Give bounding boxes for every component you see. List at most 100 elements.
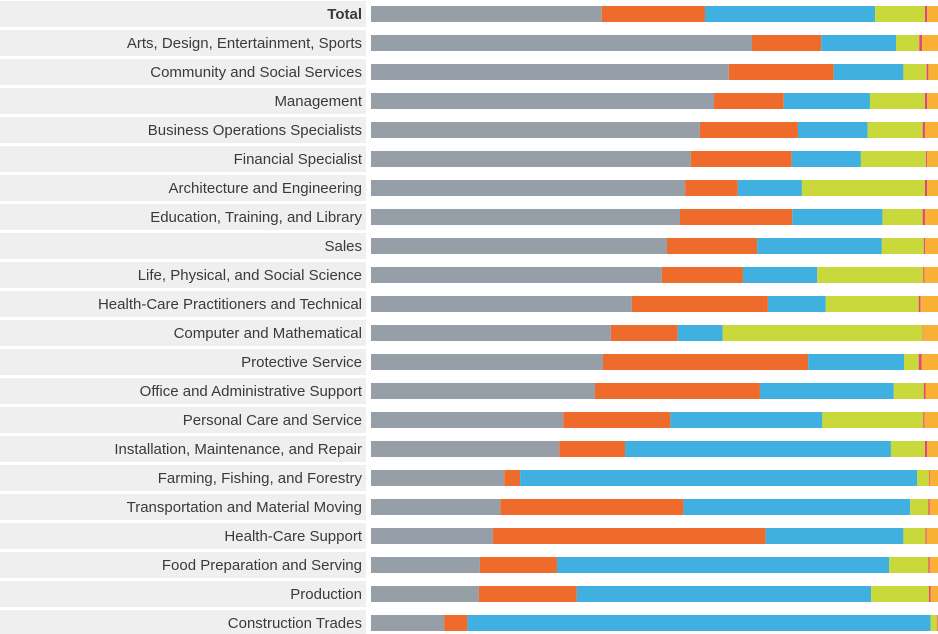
bar-segment — [825, 296, 919, 312]
category-label: Farming, Fishing, and Forestry — [158, 470, 363, 487]
label-band — [0, 59, 366, 85]
bar-segment — [500, 499, 684, 515]
bar-segment — [893, 383, 924, 399]
bar-segment — [680, 209, 793, 225]
label-band — [0, 262, 366, 288]
category-label: Protective Service — [241, 354, 362, 371]
bar-segment — [683, 499, 911, 515]
bar-segment — [821, 35, 897, 51]
bar-segment — [371, 615, 445, 631]
bar-segment — [752, 35, 822, 51]
bar-segment — [722, 325, 923, 341]
bar-segment — [922, 122, 925, 138]
category-label: Food Preparation and Serving — [162, 557, 362, 574]
bar-segment — [917, 470, 929, 486]
bar-segment — [882, 209, 923, 225]
bar-segment — [371, 325, 611, 341]
label-band — [0, 581, 366, 607]
bar-segment — [783, 93, 870, 109]
bar-segment — [371, 470, 505, 486]
label-band — [0, 407, 366, 433]
category-label: Personal Care and Service — [183, 412, 362, 429]
bar-segment — [922, 325, 924, 341]
bar-segment — [371, 180, 686, 196]
label-band — [0, 175, 366, 201]
bar-segment — [670, 412, 823, 428]
bar-segment — [922, 35, 938, 51]
bar-segment — [918, 354, 922, 370]
bar-segment — [923, 412, 925, 428]
bar-segment — [930, 586, 938, 602]
bar-segment — [924, 441, 928, 457]
bar-segment — [371, 528, 493, 544]
bar-segment — [867, 122, 923, 138]
bar-segment — [576, 586, 872, 602]
bar-segment — [371, 6, 602, 22]
bar-segment — [737, 180, 802, 196]
category-label: Installation, Maintenance, and Repair — [114, 441, 362, 458]
label-band — [0, 204, 366, 230]
category-label: Construction Trades — [228, 615, 362, 632]
bar-segment — [728, 64, 834, 80]
bar-segment — [371, 296, 632, 312]
bar-segment — [371, 64, 729, 80]
category-label: Architecture and Engineering — [169, 180, 362, 197]
bar-segment — [923, 383, 926, 399]
label-band — [0, 378, 366, 404]
bar-segment — [520, 470, 918, 486]
bar-segment — [924, 267, 938, 283]
label-band — [0, 291, 366, 317]
label-band — [0, 233, 366, 259]
bar-segment — [714, 93, 784, 109]
category-label: Financial Specialist — [234, 151, 363, 168]
bar-segment — [765, 528, 904, 544]
bar-segment — [924, 93, 928, 109]
bar-segment — [924, 209, 938, 225]
bar-segment — [602, 354, 809, 370]
bar-segment — [926, 151, 928, 167]
bar-segment — [759, 383, 894, 399]
bar-segment — [742, 267, 818, 283]
label-band — [0, 146, 366, 172]
category-label: Computer and Mathematical — [174, 325, 362, 342]
bar-segment — [371, 209, 681, 225]
bar-segment — [479, 557, 557, 573]
category-label: Education, Training, and Library — [150, 209, 362, 226]
bar-segment — [923, 267, 925, 283]
bar-segment — [927, 6, 938, 22]
bar-segment — [903, 354, 919, 370]
bar-segment — [924, 238, 938, 254]
bar-segment — [927, 441, 938, 457]
bar-segment — [924, 412, 938, 428]
label-band — [0, 465, 366, 491]
bar-segment — [808, 354, 904, 370]
bar-segment — [444, 615, 468, 631]
bar-segment — [371, 151, 691, 167]
bar-segment — [699, 122, 798, 138]
category-label: Life, Physical, and Social Science — [138, 267, 362, 284]
category-label: Health-Care Support — [224, 528, 362, 545]
bar-segment — [556, 557, 890, 573]
bar-segment — [757, 238, 882, 254]
bar-segment — [920, 296, 938, 312]
bar-segment — [371, 441, 560, 457]
category-label: Sales — [324, 238, 362, 255]
bar-segment — [371, 499, 501, 515]
bar-segment — [371, 93, 715, 109]
bar-segment — [930, 615, 937, 631]
label-band — [0, 436, 366, 462]
bar-segment — [928, 64, 938, 80]
bar-segment — [929, 557, 938, 573]
bar-segment — [929, 470, 938, 486]
bar-segment — [890, 441, 925, 457]
bar-segment — [928, 557, 930, 573]
bar-segment — [661, 267, 743, 283]
bar-segment — [690, 151, 792, 167]
label-band — [0, 552, 366, 578]
category-label: Transportation and Material Moving — [127, 499, 362, 516]
label-band — [0, 1, 366, 27]
label-band — [0, 88, 366, 114]
bar-segment — [666, 238, 758, 254]
bar-segment — [925, 383, 938, 399]
bar-segment — [869, 93, 925, 109]
